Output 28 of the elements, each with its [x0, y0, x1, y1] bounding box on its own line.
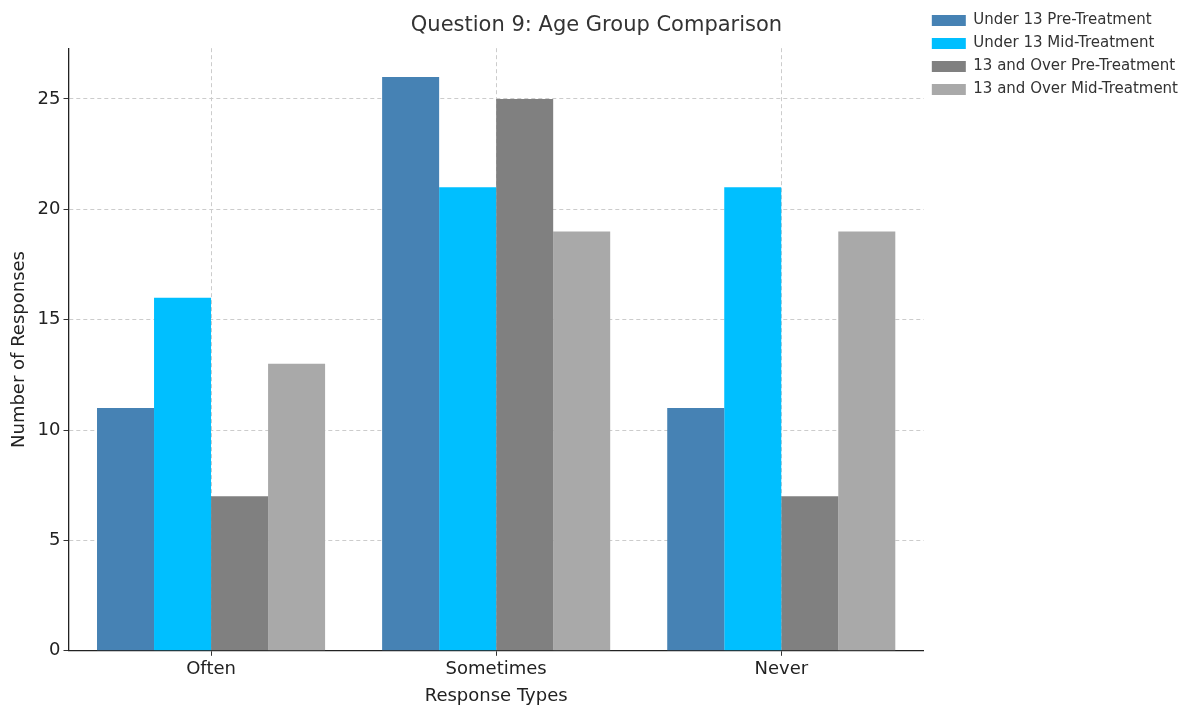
legend-label: Under 13 Mid-Treatment: [973, 33, 1155, 52]
y-tick-label: 5: [49, 528, 61, 550]
bar: [553, 231, 611, 651]
y-tick-label: 10: [37, 417, 61, 439]
chart-title: Question 9: Age Group Comparison: [410, 12, 783, 37]
bar: [439, 187, 497, 651]
x-tick-label: Never: [754, 657, 809, 679]
legend-label: Under 13 Pre-Treatment: [973, 10, 1152, 29]
legend-label: 13 and Over Pre-Treatment: [973, 56, 1176, 75]
x-tick-label: Sometimes: [445, 657, 547, 679]
x-tick-label: Often: [186, 657, 236, 679]
bar: [382, 76, 440, 651]
y-tick-label: 15: [37, 307, 61, 329]
y-tick-label: 0: [49, 638, 61, 660]
y-axis-title: Number of Responses: [7, 251, 29, 448]
bar: [838, 231, 896, 651]
bar: [724, 187, 782, 651]
bar: [268, 363, 326, 651]
y-tick-label: 20: [37, 197, 61, 219]
bar: [496, 98, 554, 651]
bar: [154, 297, 212, 651]
bar: [667, 407, 725, 651]
bar: [781, 496, 839, 651]
y-tick-label: 25: [37, 86, 61, 108]
bar: [97, 407, 155, 651]
bar: [211, 496, 269, 651]
x-axis-title: Response Types: [424, 683, 568, 705]
legend-label: 13 and Over Mid-Treatment: [973, 79, 1179, 98]
